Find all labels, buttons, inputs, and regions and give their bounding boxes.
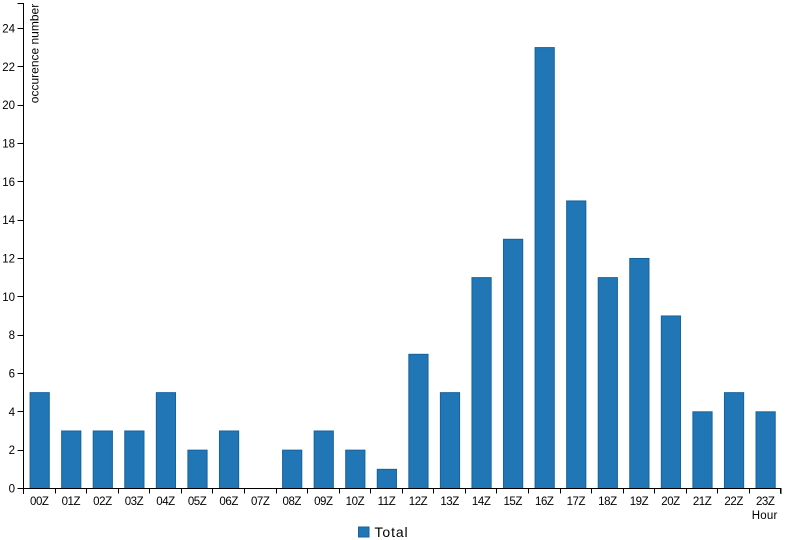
svg-text:Total: Total <box>375 524 409 540</box>
svg-text:13Z: 13Z <box>440 496 459 508</box>
svg-text:0: 0 <box>9 484 15 496</box>
svg-text:03Z: 03Z <box>125 496 144 508</box>
svg-text:17Z: 17Z <box>567 496 586 508</box>
svg-text:11Z: 11Z <box>378 496 396 508</box>
svg-text:Hour: Hour <box>752 510 778 522</box>
svg-text:24: 24 <box>2 23 15 35</box>
svg-text:20Z: 20Z <box>661 496 680 508</box>
svg-text:21Z: 21Z <box>693 496 712 508</box>
svg-text:18: 18 <box>2 138 15 150</box>
svg-text:22: 22 <box>2 62 15 74</box>
svg-text:20: 20 <box>2 100 15 112</box>
svg-text:23Z: 23Z <box>756 496 775 508</box>
svg-text:12: 12 <box>2 253 15 265</box>
svg-text:02Z: 02Z <box>93 496 112 508</box>
svg-text:05Z: 05Z <box>188 496 207 508</box>
svg-text:14: 14 <box>2 215 15 227</box>
svg-text:2: 2 <box>9 445 15 457</box>
svg-text:12Z: 12Z <box>409 496 428 508</box>
svg-text:16: 16 <box>2 177 15 189</box>
svg-text:15Z: 15Z <box>503 496 522 508</box>
svg-text:6: 6 <box>9 368 15 380</box>
svg-text:occurence number: occurence number <box>27 4 41 103</box>
svg-text:04Z: 04Z <box>156 496 175 508</box>
svg-text:19Z: 19Z <box>630 496 649 508</box>
svg-text:10: 10 <box>2 292 15 304</box>
svg-text:8: 8 <box>9 330 15 342</box>
svg-text:00Z: 00Z <box>30 496 49 508</box>
svg-text:10Z: 10Z <box>346 496 365 508</box>
svg-text:06Z: 06Z <box>219 496 238 508</box>
svg-text:4: 4 <box>9 407 16 419</box>
svg-text:07Z: 07Z <box>251 496 270 508</box>
svg-text:09Z: 09Z <box>314 496 333 508</box>
svg-text:22Z: 22Z <box>724 496 743 508</box>
svg-text:08Z: 08Z <box>283 496 302 508</box>
svg-text:14Z: 14Z <box>472 496 491 508</box>
svg-text:18Z: 18Z <box>598 496 617 508</box>
svg-text:16Z: 16Z <box>535 496 554 508</box>
svg-text:01Z: 01Z <box>62 496 81 508</box>
